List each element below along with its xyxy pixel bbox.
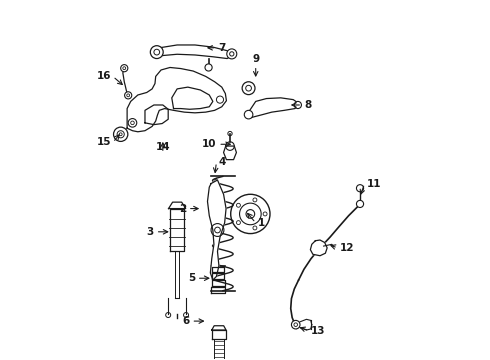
Circle shape [150,46,163,59]
Polygon shape [248,98,298,117]
Polygon shape [212,280,225,286]
Polygon shape [212,274,224,279]
Text: 10: 10 [202,139,217,149]
Circle shape [294,102,301,109]
Text: 1: 1 [258,218,265,228]
Polygon shape [171,208,184,251]
Text: 14: 14 [155,142,170,152]
Text: 12: 12 [340,243,354,253]
Polygon shape [212,330,226,339]
Text: 9: 9 [252,54,259,64]
Polygon shape [127,67,226,132]
Polygon shape [156,45,232,59]
Text: 3: 3 [147,227,154,237]
Circle shape [227,49,237,59]
Text: 15: 15 [97,138,111,148]
Text: 13: 13 [311,326,325,336]
Text: 11: 11 [367,179,381,189]
Text: 16: 16 [97,71,111,81]
Polygon shape [223,146,237,159]
Circle shape [117,131,124,138]
Polygon shape [211,287,225,293]
Circle shape [245,111,253,119]
Polygon shape [212,267,224,273]
Text: 6: 6 [182,316,190,326]
Polygon shape [212,326,226,330]
Circle shape [356,201,364,207]
Text: 7: 7 [218,43,225,53]
Text: 8: 8 [304,100,311,110]
Circle shape [114,127,128,141]
Circle shape [121,64,128,72]
Circle shape [356,185,364,192]
Circle shape [242,82,255,95]
Text: 4: 4 [218,157,225,167]
Circle shape [124,92,132,99]
Circle shape [205,64,212,71]
Polygon shape [310,240,327,256]
Text: 5: 5 [188,273,195,283]
Polygon shape [169,202,186,208]
Polygon shape [207,180,226,280]
Circle shape [217,96,223,103]
Circle shape [128,118,137,127]
Circle shape [292,320,300,329]
Text: 2: 2 [179,203,186,213]
